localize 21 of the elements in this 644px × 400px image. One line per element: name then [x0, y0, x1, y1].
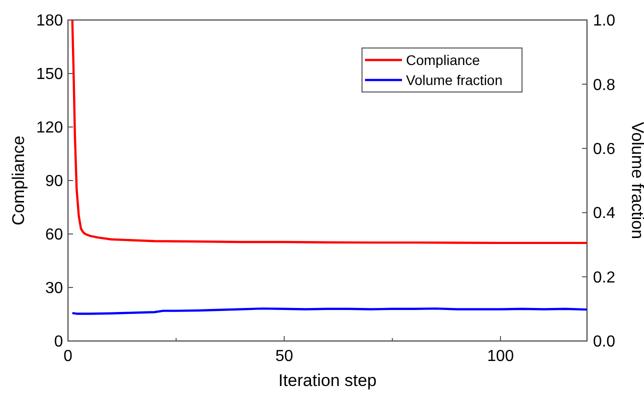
y2-tick-label: 0.4: [593, 205, 616, 222]
y2-tick-label: 1.0: [593, 12, 616, 30]
y-tick-label: 150: [36, 66, 64, 84]
y2-tick-label: 0.0: [593, 334, 616, 351]
x-tick-label: 100: [487, 348, 514, 365]
y-tick-label: 30: [45, 280, 64, 298]
y-tick-label: 120: [36, 120, 64, 137]
y2-tick-label: 0.8: [593, 76, 616, 94]
legend-label: Volume fraction: [406, 72, 502, 88]
y-tick-label: 180: [36, 12, 64, 30]
y2-tick-label: 0.6: [593, 141, 616, 158]
y-axis-title: Compliance: [9, 136, 28, 226]
y2-axis-title: Volume fraction: [628, 122, 644, 240]
y-tick-label: 0: [54, 334, 64, 351]
line-series: [71, 18, 588, 244]
y-tick-label: 90: [45, 173, 64, 190]
x-tick-label: 50: [275, 348, 294, 365]
y2-tick-label: 0.2: [593, 269, 616, 286]
y-tick-label: 60: [45, 226, 64, 244]
x-axis-title: Iteration step: [278, 371, 377, 390]
legend-label: Compliance: [406, 52, 480, 68]
